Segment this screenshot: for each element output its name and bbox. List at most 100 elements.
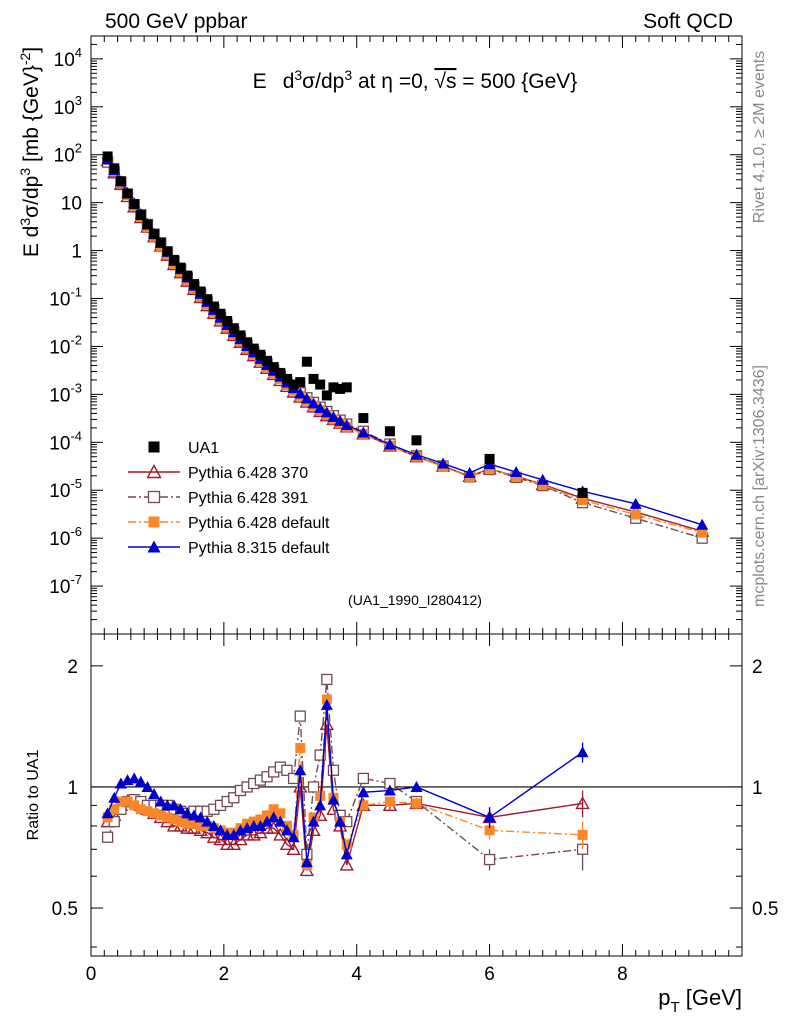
- data-point: [195, 286, 206, 297]
- data-point: [228, 323, 239, 334]
- legend-marker: [148, 441, 160, 453]
- data-point: [169, 254, 180, 265]
- legend-label: Pythia 6.428 default: [188, 515, 330, 532]
- ratio-point: [188, 818, 199, 829]
- ratio-point: [134, 775, 147, 787]
- y-tick-label: 10-3: [49, 380, 82, 406]
- data-point: [142, 219, 153, 230]
- data-point: [358, 413, 369, 424]
- data-point: [463, 466, 476, 478]
- ratio-point: [195, 820, 206, 831]
- ratio-point: [122, 796, 133, 807]
- ratio-y-tick-label: 0.5: [752, 899, 778, 920]
- ratio-point: [294, 764, 307, 776]
- ratio-point: [261, 815, 274, 827]
- legend-marker: [146, 464, 162, 479]
- ratio-point: [306, 822, 321, 837]
- ratio-point: [162, 812, 173, 823]
- header-left-label: 500 GeV ppbar: [105, 10, 247, 33]
- data-point: [149, 229, 160, 240]
- data-point: [109, 163, 120, 174]
- data-point: [188, 279, 199, 290]
- x-tick-label: 0: [86, 964, 97, 985]
- data-point: [510, 465, 523, 477]
- data-point: [175, 262, 186, 273]
- data-point: [335, 383, 346, 394]
- ratio-point: [339, 857, 354, 871]
- ratio-point: [411, 798, 422, 809]
- data-point: [262, 355, 273, 366]
- y-tick-label: 10-1: [49, 285, 82, 311]
- legend-item: UA1: [148, 440, 219, 457]
- data-point: [328, 382, 339, 393]
- ratio-point: [149, 808, 160, 819]
- data-point: [102, 151, 113, 162]
- ratio-point: [484, 825, 495, 836]
- ratio-point: [182, 818, 193, 829]
- ratio-point: [410, 780, 423, 792]
- data-point: [383, 438, 396, 450]
- ratio-point: [254, 819, 267, 831]
- data-point: [697, 527, 708, 538]
- ratio-point: [109, 804, 120, 815]
- ratio-point: [114, 777, 127, 789]
- ratio-point: [280, 824, 293, 836]
- legend-item: Pythia 6.428 370: [128, 464, 308, 482]
- ratio-point: [101, 831, 114, 843]
- data-point: [235, 330, 246, 341]
- ratio-point: [155, 810, 166, 821]
- ratio-point: [357, 772, 370, 785]
- ratio-plot-frame: [90, 633, 743, 957]
- ratio-point: [319, 717, 335, 731]
- data-point: [162, 246, 173, 257]
- data-point: [321, 390, 332, 401]
- ratio-y-tick-label: 2: [67, 657, 78, 678]
- data-point: [384, 426, 395, 437]
- data-point: [300, 392, 313, 404]
- y-tick-label: 1: [71, 242, 82, 263]
- ratio-point: [187, 809, 200, 821]
- y-tick-label: 102: [54, 141, 82, 167]
- ratio-point: [321, 673, 333, 686]
- ratio-point: [307, 815, 320, 827]
- ratio-point: [266, 820, 281, 834]
- x-tick-label: 8: [617, 964, 628, 985]
- ratio-point: [340, 848, 353, 860]
- ratio-point: [201, 815, 214, 827]
- ratio-point: [174, 803, 187, 815]
- ratio-point: [148, 788, 161, 800]
- ratio-point: [279, 836, 295, 851]
- data-point: [129, 199, 140, 210]
- data-point: [437, 457, 450, 469]
- legend-item: Pythia 8.315 default: [128, 540, 330, 557]
- ratio-point: [154, 795, 167, 807]
- data-point: [222, 315, 233, 326]
- ratio-point: [384, 796, 395, 807]
- ratio-point: [383, 784, 396, 796]
- header-right-label: Soft QCD: [643, 10, 733, 33]
- ratio-point: [253, 825, 268, 839]
- rivet-version-label: Rivet 4.1.0, ≥ 2M events: [751, 51, 768, 223]
- data-point: [135, 210, 146, 221]
- analysis-tag: (UA1_1990_I280412): [348, 592, 482, 608]
- data-point: [357, 426, 370, 438]
- ratio-point: [334, 815, 347, 827]
- ratio-point: [275, 808, 286, 819]
- ratio-point: [314, 799, 327, 811]
- ratio-point: [576, 746, 589, 758]
- data-point: [411, 435, 422, 446]
- ratio-point: [300, 856, 313, 868]
- data-point: [215, 308, 226, 319]
- x-tick-label: 6: [484, 964, 495, 985]
- legend-marker: [147, 540, 161, 553]
- y-tick-label: 10-4: [49, 428, 82, 454]
- ratio-point: [175, 816, 186, 827]
- ratio-point: [255, 814, 266, 825]
- ratio-y-tick-label: 1: [67, 778, 78, 799]
- ratio-point: [307, 781, 320, 793]
- y-tick-label: 10: [61, 194, 82, 215]
- ratio-point: [320, 698, 333, 710]
- ratio-point: [115, 796, 126, 807]
- ratio-y-tick-label: 0.5: [52, 899, 78, 920]
